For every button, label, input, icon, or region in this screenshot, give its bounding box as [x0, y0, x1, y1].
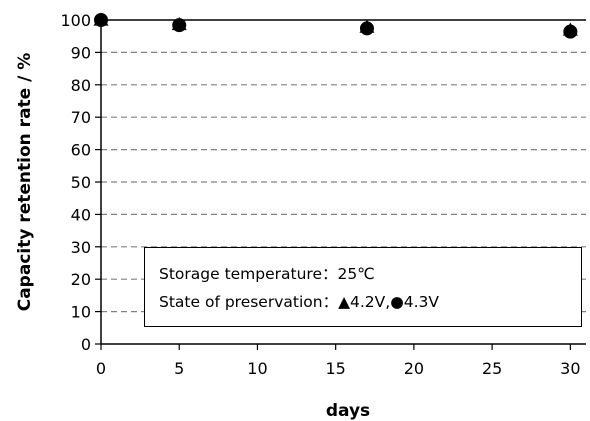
series-2-circle-point-2	[359, 21, 374, 36]
x-tick-label-15: 15	[325, 359, 345, 378]
state-of-preservation-note: State of preservation：▲4.2V,●4.3V	[159, 288, 581, 316]
y-tick-label-80: 80	[71, 76, 91, 95]
y-axis-title: Capacity retention rate / %	[15, 53, 35, 312]
y-tick-label-40: 40	[71, 205, 91, 224]
y-tick-label-100: 100	[60, 11, 91, 30]
x-tick-label-30: 30	[560, 359, 580, 378]
x-tick-label-0: 0	[96, 359, 106, 378]
x-tick-label-20: 20	[404, 359, 424, 378]
y-tick-label-30: 30	[71, 238, 91, 257]
circle-marker-icon: ●	[390, 293, 404, 311]
y-tick-label-20: 20	[71, 270, 91, 289]
y-tick-label-90: 90	[71, 43, 91, 62]
x-axis-title: days	[326, 401, 370, 421]
legend-separator: ,	[385, 293, 391, 311]
series-2-circle-point-1	[172, 18, 187, 33]
storage-temperature-text: Storage temperature：25℃	[159, 265, 375, 283]
series-2-circle-point-0	[94, 13, 108, 27]
storage-temperature-note: Storage temperature：25℃	[159, 260, 581, 288]
x-tick-label-5: 5	[174, 359, 184, 378]
y-tick-label-60: 60	[71, 141, 91, 160]
series-2-circle-point-3	[563, 24, 578, 39]
annotation-box: Storage temperature：25℃ State of preserv…	[144, 247, 582, 327]
series-1-label: 4.2V	[350, 293, 386, 311]
y-tick-label-10: 10	[71, 303, 91, 322]
triangle-marker-icon: ▲	[338, 293, 350, 311]
data-points	[93, 12, 578, 39]
y-tick-labels: 0 10 20 30 40 50 60 70 80 90 100	[60, 11, 91, 354]
x-tick-labels: 0 5 10 15 20 25 30	[96, 359, 581, 378]
y-tick-label-0: 0	[81, 335, 91, 354]
series-2-label: 4.3V	[403, 293, 439, 311]
state-of-preservation-label: State of preservation：	[159, 293, 339, 311]
y-tick-label-70: 70	[71, 108, 91, 127]
x-tick-label-25: 25	[482, 359, 502, 378]
x-tick-label-10: 10	[247, 359, 267, 378]
y-tick-label-50: 50	[71, 173, 91, 192]
